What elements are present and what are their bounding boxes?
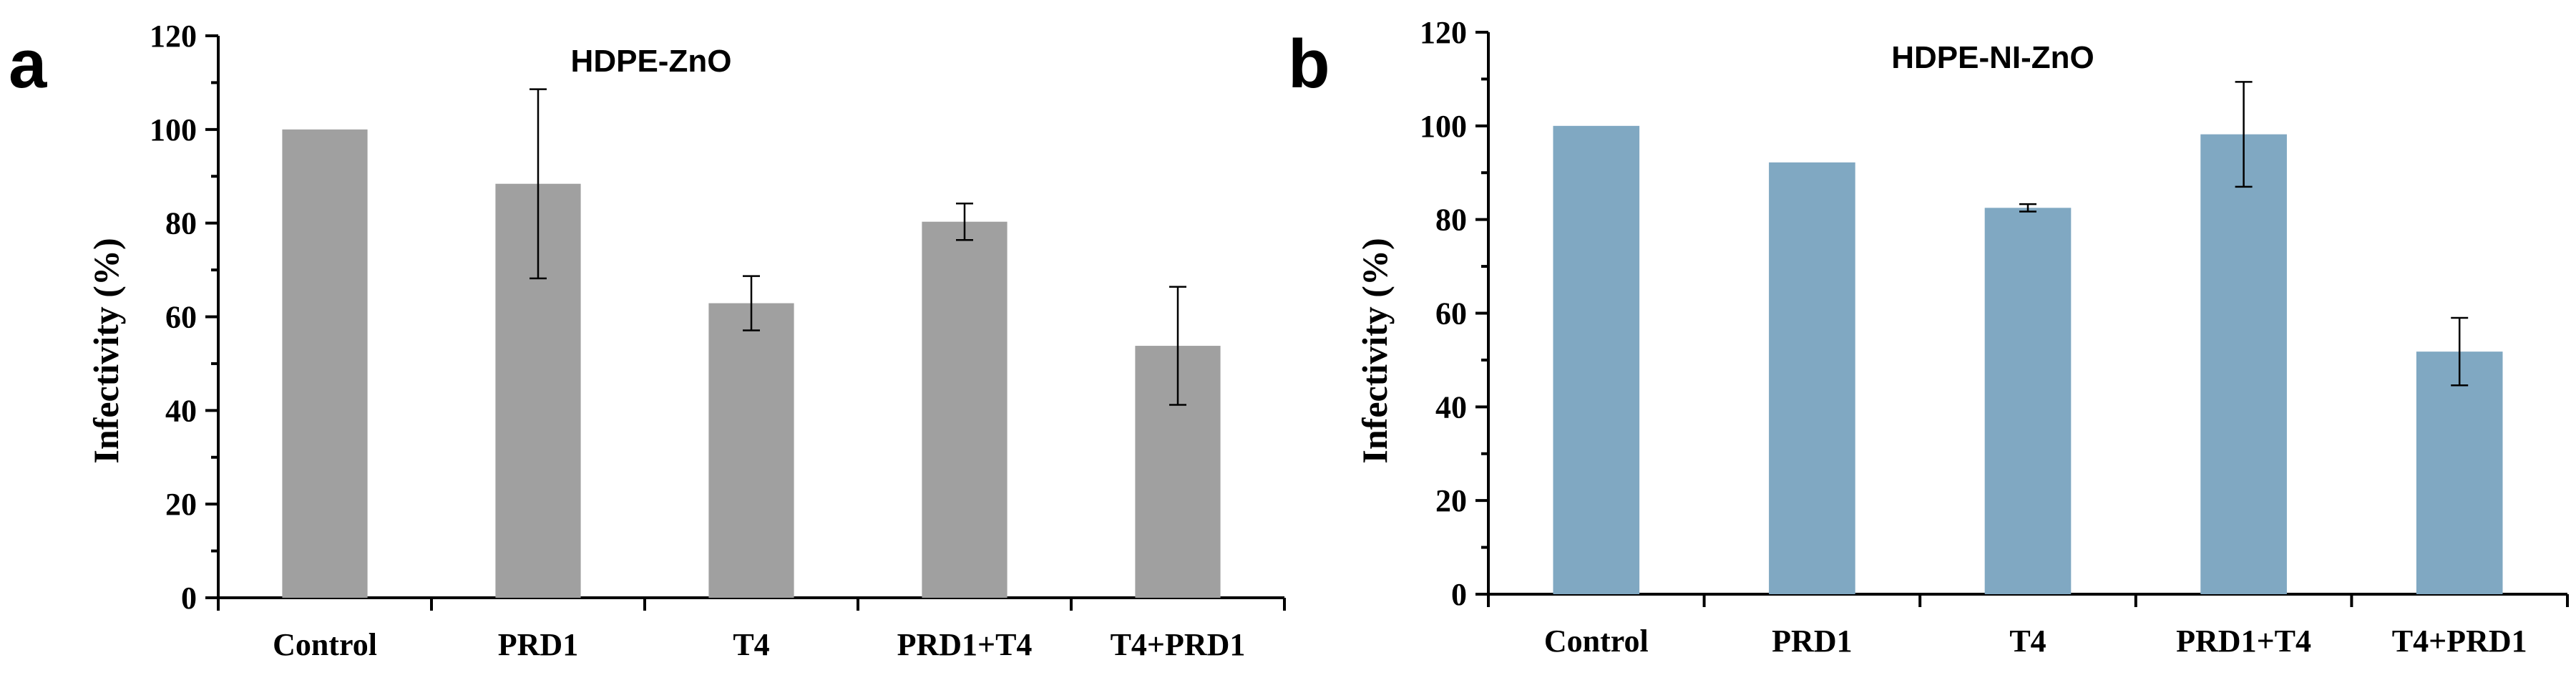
panel-a-title: HDPE-ZnO [571,44,732,79]
bar-t4-plus-prd1 [2416,352,2503,594]
y-tick-label: 120 [150,19,197,54]
panel-a-y-ticks: 0 20 40 60 80 100 120 [150,19,218,616]
panel-b-title: HDPE-NI-ZnO [1891,40,2094,75]
panel-b-bars [1553,125,2503,595]
bar-prd1-plus-t4 [922,221,1008,598]
y-tick-label: 100 [150,112,197,147]
panel-b-chart: b HDPE-NI-ZnO Infectivity (%) 0 20 40 60 80 1… [1288,15,2569,659]
panel-b-x-ticks: Control PRD1 T4 PRD1+T4 T4+PRD1 [1487,594,2569,659]
panel-a-letter: a [9,26,47,102]
x-category-label: PRD1+T4 [2176,624,2311,659]
panel-b-y-ticks: 0 20 40 60 80 100 120 [1420,15,1488,612]
panel-b-y-axis-title: Infectivity (%) [1355,238,1395,463]
y-tick-label: 100 [1420,109,1467,144]
panel-b-letter: b [1288,26,1330,102]
y-tick-label: 0 [181,581,197,616]
y-tick-label: 80 [165,206,197,241]
panel-b-error-bars [2019,81,2469,387]
y-tick-label: 20 [165,487,197,522]
y-tick-label: 120 [1420,15,1467,50]
bar-t4 [1984,208,2072,594]
panel-a-chart: a HDPE-ZnO Infectivity (%) 0 20 40 60 80 100 1… [9,19,1286,662]
panel-a-x-ticks: Control PRD1 T4 PRD1+T4 T4+PRD1 [217,598,1286,662]
y-tick-label: 60 [165,300,197,335]
x-category-label: T4+PRD1 [2392,624,2527,659]
error-bar [2019,203,2036,213]
x-category-label: Control [1544,624,1649,659]
x-category-label: PRD1 [498,627,578,662]
panel-a-error-bars [530,88,1186,406]
y-tick-label: 40 [165,393,197,428]
error-bar [743,275,760,331]
x-category-label: T4 [2009,624,2046,659]
y-tick-label: 60 [1435,296,1467,331]
y-tick-label: 80 [1435,203,1467,238]
bar-prd1 [1769,162,1855,594]
panel-a-y-axis-title: Infectivity (%) [86,238,126,463]
y-tick-label: 20 [1435,483,1467,518]
error-bar [530,88,547,280]
error-bar [2451,316,2469,387]
bar-prd1-plus-t4 [2200,134,2287,594]
bar-t4 [708,303,794,598]
x-category-label: PRD1+T4 [897,627,1033,662]
error-bar [2235,81,2253,188]
error-bar [1169,286,1186,406]
panel-a-bars [282,129,1221,598]
x-category-label: Control [273,627,377,662]
x-category-label: PRD1 [1772,624,1852,659]
y-tick-label: 40 [1435,389,1467,425]
y-tick-label: 0 [1451,577,1467,612]
error-bar [956,202,973,241]
bar-control [1553,125,1640,595]
x-category-label: T4+PRD1 [1111,627,1246,662]
x-category-label: T4 [733,627,769,662]
bar-control [282,129,368,598]
